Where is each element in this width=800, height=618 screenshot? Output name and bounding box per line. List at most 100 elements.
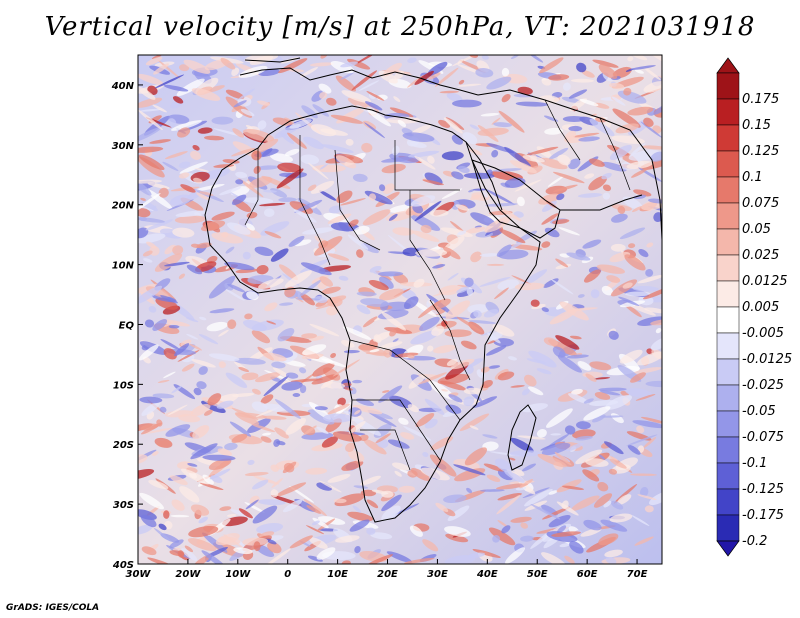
field-patch bbox=[499, 229, 526, 244]
field-patch bbox=[597, 482, 609, 492]
colorbar-label: 0.1 bbox=[742, 170, 763, 185]
field-patch bbox=[218, 329, 229, 337]
colorbar-swatch bbox=[716, 410, 740, 438]
field-patch bbox=[138, 97, 163, 108]
field-patch bbox=[253, 165, 261, 174]
field-patch bbox=[445, 300, 471, 319]
field-patch bbox=[482, 434, 498, 439]
field-patch bbox=[138, 217, 165, 223]
field-patch bbox=[138, 73, 164, 85]
field-patch bbox=[211, 211, 235, 221]
field-patch bbox=[302, 227, 335, 235]
field-patch bbox=[432, 264, 446, 269]
field-patch bbox=[609, 144, 632, 161]
field-patch bbox=[585, 373, 597, 382]
field-patch bbox=[206, 321, 228, 332]
field-patch bbox=[148, 480, 169, 490]
field-patch bbox=[627, 56, 634, 62]
field-patch bbox=[373, 334, 382, 343]
field-patch bbox=[555, 258, 569, 268]
colorbar-label: -0.025 bbox=[742, 378, 784, 393]
field-patch bbox=[383, 62, 402, 77]
field-patch bbox=[629, 143, 646, 157]
field-patch bbox=[224, 262, 255, 271]
field-patch bbox=[642, 437, 657, 449]
field-patch bbox=[251, 319, 284, 332]
field-patch bbox=[266, 320, 277, 325]
field-patch bbox=[147, 557, 176, 564]
field-patch bbox=[635, 394, 656, 401]
lon-tick-label: 0 bbox=[284, 569, 291, 580]
field-patch bbox=[288, 235, 305, 247]
field-patch bbox=[562, 116, 586, 122]
field-patch bbox=[145, 56, 163, 66]
field-patch bbox=[207, 393, 222, 406]
field-patch bbox=[301, 353, 324, 360]
field-patch bbox=[469, 425, 479, 430]
field-patch bbox=[415, 248, 448, 257]
field-patch bbox=[520, 522, 529, 529]
field-patch bbox=[196, 381, 207, 390]
field-patch bbox=[488, 527, 516, 546]
field-patch bbox=[439, 90, 459, 94]
field-patch bbox=[178, 273, 186, 280]
field-patch bbox=[398, 417, 409, 425]
lon-tick-label: 20E bbox=[377, 569, 398, 580]
field-patch bbox=[138, 524, 153, 535]
field-patch bbox=[392, 462, 410, 471]
field-patch bbox=[174, 343, 190, 357]
field-patch bbox=[466, 287, 473, 296]
field-patch bbox=[417, 300, 442, 319]
field-patch bbox=[238, 367, 250, 372]
field-patch bbox=[246, 223, 255, 231]
field-patch bbox=[262, 432, 272, 436]
field-patch bbox=[314, 406, 328, 411]
field-patch bbox=[233, 547, 253, 555]
field-patch bbox=[211, 116, 234, 125]
field-patch bbox=[330, 352, 337, 359]
field-patch bbox=[201, 400, 226, 414]
field-patch bbox=[598, 387, 627, 392]
field-patch bbox=[256, 165, 279, 170]
field-patch bbox=[193, 183, 225, 192]
field-patch bbox=[448, 394, 463, 403]
field-patch bbox=[521, 403, 548, 413]
field-patch bbox=[330, 114, 363, 124]
field-patch bbox=[603, 441, 624, 455]
field-patch bbox=[285, 417, 307, 435]
field-patch bbox=[514, 282, 545, 291]
field-patch bbox=[526, 146, 559, 156]
field-patch bbox=[457, 83, 482, 87]
field-patch bbox=[181, 353, 195, 363]
lon-tick-label: 20W bbox=[175, 569, 201, 580]
field-patch bbox=[643, 81, 662, 93]
field-patch bbox=[510, 516, 532, 523]
field-patch bbox=[143, 427, 173, 434]
field-patch bbox=[203, 168, 230, 179]
field-patch bbox=[222, 159, 240, 164]
field-patch bbox=[299, 279, 322, 297]
field-patch bbox=[277, 328, 295, 342]
field-patch bbox=[498, 110, 525, 133]
field-patch bbox=[517, 86, 533, 95]
field-patch bbox=[233, 100, 247, 108]
field-patch bbox=[262, 415, 287, 420]
field-patch bbox=[488, 331, 503, 341]
field-patch bbox=[497, 492, 522, 501]
field-patch bbox=[429, 454, 457, 477]
field-patch bbox=[259, 203, 286, 207]
field-patch bbox=[343, 410, 352, 415]
field-patch bbox=[431, 325, 445, 336]
field-patch bbox=[196, 242, 212, 249]
field-patch bbox=[510, 385, 525, 388]
field-patch bbox=[645, 268, 654, 277]
field-patch bbox=[217, 448, 232, 457]
field-patch bbox=[308, 162, 329, 180]
field-patch bbox=[232, 392, 255, 398]
field-patch bbox=[615, 156, 623, 163]
field-patch bbox=[632, 420, 662, 429]
field-patch bbox=[646, 242, 654, 248]
field-patch bbox=[486, 474, 501, 482]
field-patch bbox=[409, 141, 427, 149]
field-patch bbox=[341, 90, 372, 104]
